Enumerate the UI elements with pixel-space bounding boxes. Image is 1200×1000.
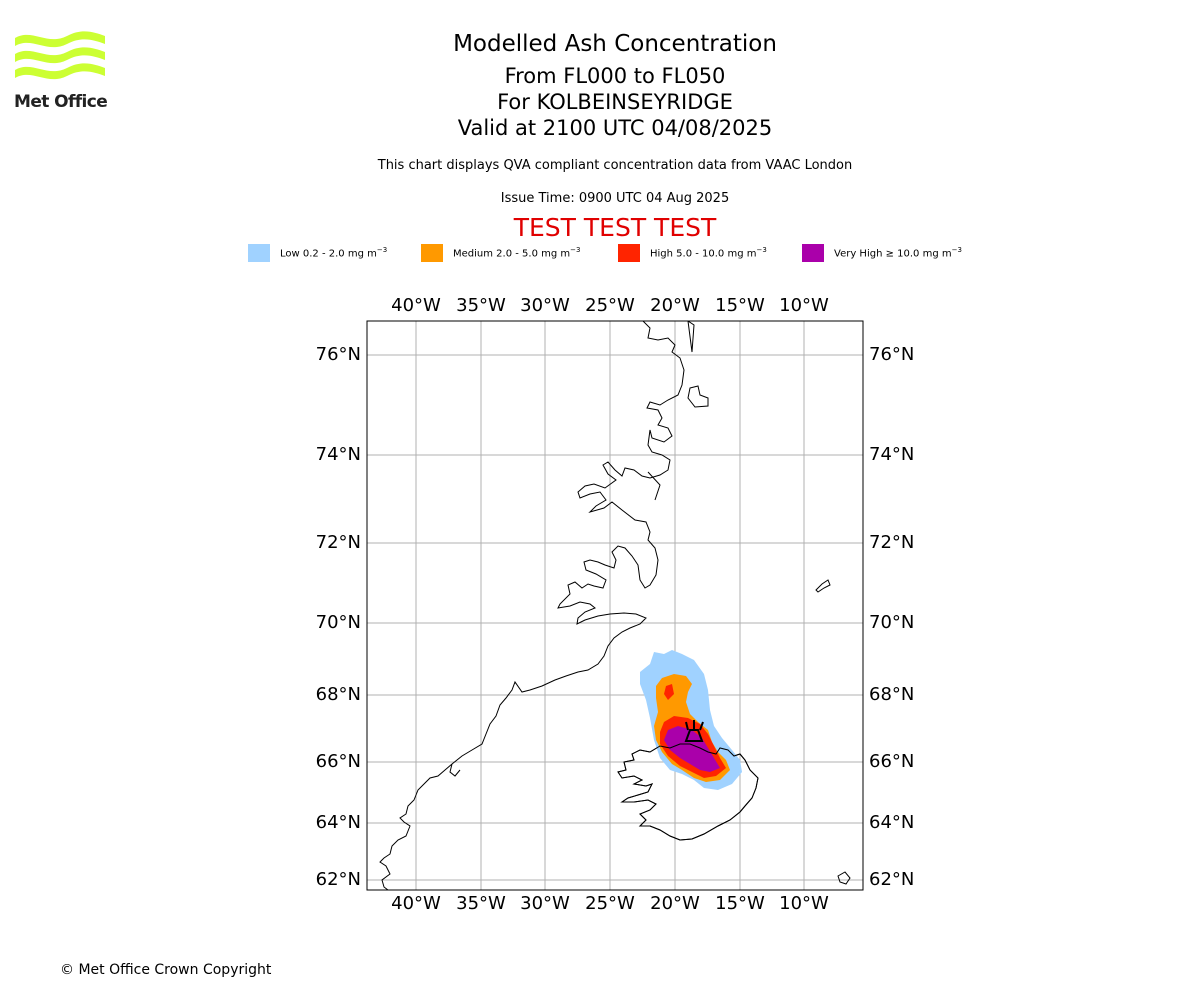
greenland-fjord-3 <box>647 471 661 501</box>
lat-tick-right-2: 72°N <box>869 532 914 553</box>
lat-tick-left-4: 68°N <box>316 684 361 705</box>
lat-tick-left-3: 70°N <box>316 612 361 633</box>
lat-tick-left-2: 72°N <box>316 532 361 553</box>
greenland-inlet-2 <box>687 385 709 408</box>
legend-item-very-high: Very High ≥ 10.0 mg m−3 <box>802 244 962 262</box>
met-office-logo-icon <box>15 31 105 80</box>
coastlines-overlay <box>617 743 759 841</box>
map-gridlines <box>367 321 863 890</box>
lat-tick-left-0: 76°N <box>316 344 361 365</box>
valid-time: Valid at 2100 UTC 04/08/2025 <box>457 116 773 140</box>
legend-swatch-low <box>248 244 270 262</box>
logo-text: Met Office <box>14 92 108 112</box>
ash-contour-very-high <box>664 726 720 772</box>
legend-label-medium: Medium 2.0 - 5.0 mg m <box>453 248 571 260</box>
jan-mayen-coastline <box>815 579 831 593</box>
ash-contours <box>640 650 742 790</box>
greenland-coastline <box>379 321 685 890</box>
lon-tick-top-6: 10°W <box>779 295 829 316</box>
legend-item-high: High 5.0 - 10.0 mg m−3 <box>618 244 767 262</box>
lon-tick-bottom-3: 25°W <box>585 893 635 914</box>
lat-tick-right-7: 62°N <box>869 869 914 890</box>
legend-swatch-high <box>618 244 640 262</box>
lat-tick-right-6: 64°N <box>869 812 914 833</box>
legend-exp-low: −3 <box>376 246 388 255</box>
volcano-symbol-icon <box>684 720 704 742</box>
lon-tick-bottom-4: 20°W <box>650 893 700 914</box>
lat-tick-right-1: 74°N <box>869 444 914 465</box>
copyright-notice: © Met Office Crown Copyright <box>60 962 272 978</box>
iceland-coastline-overlay <box>617 743 759 841</box>
qva-note: This chart displays QVA compliant concen… <box>377 158 853 173</box>
map-tick-labels: 40°W 40°W 35°W 35°W 30°W 30°W 25°W 25°W 20°W 20°W… <box>316 295 915 914</box>
lat-tick-right-0: 76°N <box>869 344 914 365</box>
lon-tick-bottom-1: 35°W <box>456 893 506 914</box>
lon-tick-top-1: 35°W <box>456 295 506 316</box>
chart-title: Modelled Ash Concentration <box>453 31 777 57</box>
lat-tick-left-1: 74°N <box>316 444 361 465</box>
lon-tick-bottom-6: 10°W <box>779 893 829 914</box>
faroe-islands-coastline <box>837 871 851 885</box>
lat-tick-left-7: 62°N <box>316 869 361 890</box>
legend-exp-very-high: −3 <box>951 246 962 255</box>
flight-level-range: From FL000 to FL050 <box>504 64 726 88</box>
test-banner: TEST TEST TEST <box>513 213 717 242</box>
lon-tick-bottom-5: 15°W <box>715 893 765 914</box>
legend-label-high: High 5.0 - 10.0 mg m <box>650 248 757 260</box>
lat-tick-right-4: 68°N <box>869 684 914 705</box>
map-frame <box>366 320 864 891</box>
lon-tick-top-3: 25°W <box>585 295 635 316</box>
lon-tick-top-5: 15°W <box>715 295 765 316</box>
legend-swatch-medium <box>421 244 443 262</box>
legend-exp-medium: −3 <box>570 246 581 255</box>
ash-contour-high-patch <box>664 684 674 700</box>
lon-tick-top-0: 40°W <box>391 295 441 316</box>
legend-label-very-high: Very High ≥ 10.0 mg m <box>834 248 952 260</box>
legend-label-low: Low 0.2 - 2.0 mg m <box>280 248 377 260</box>
lon-tick-bottom-2: 30°W <box>520 893 570 914</box>
map-background <box>367 321 863 890</box>
legend-swatch-very-high <box>802 244 824 262</box>
lat-tick-right-5: 66°N <box>869 751 914 772</box>
legend-exp-high: −3 <box>756 246 767 255</box>
legend-item-low: Low 0.2 - 2.0 mg m−3 <box>248 244 387 262</box>
lon-tick-top-4: 20°W <box>650 295 700 316</box>
issue-time: Issue Time: 0900 UTC 04 Aug 2025 <box>500 191 730 206</box>
lat-tick-right-3: 70°N <box>869 612 914 633</box>
greenland-fjord-4 <box>449 763 461 777</box>
greenland-inlet-1 <box>687 321 695 353</box>
lat-tick-left-6: 64°N <box>316 812 361 833</box>
lon-tick-bottom-0: 40°W <box>391 893 441 914</box>
lat-tick-left-5: 66°N <box>316 751 361 772</box>
lon-tick-top-2: 30°W <box>520 295 570 316</box>
location-name: For KOLBEINSEYRIDGE <box>497 90 733 114</box>
legend-item-medium: Medium 2.0 - 5.0 mg m−3 <box>421 244 580 262</box>
